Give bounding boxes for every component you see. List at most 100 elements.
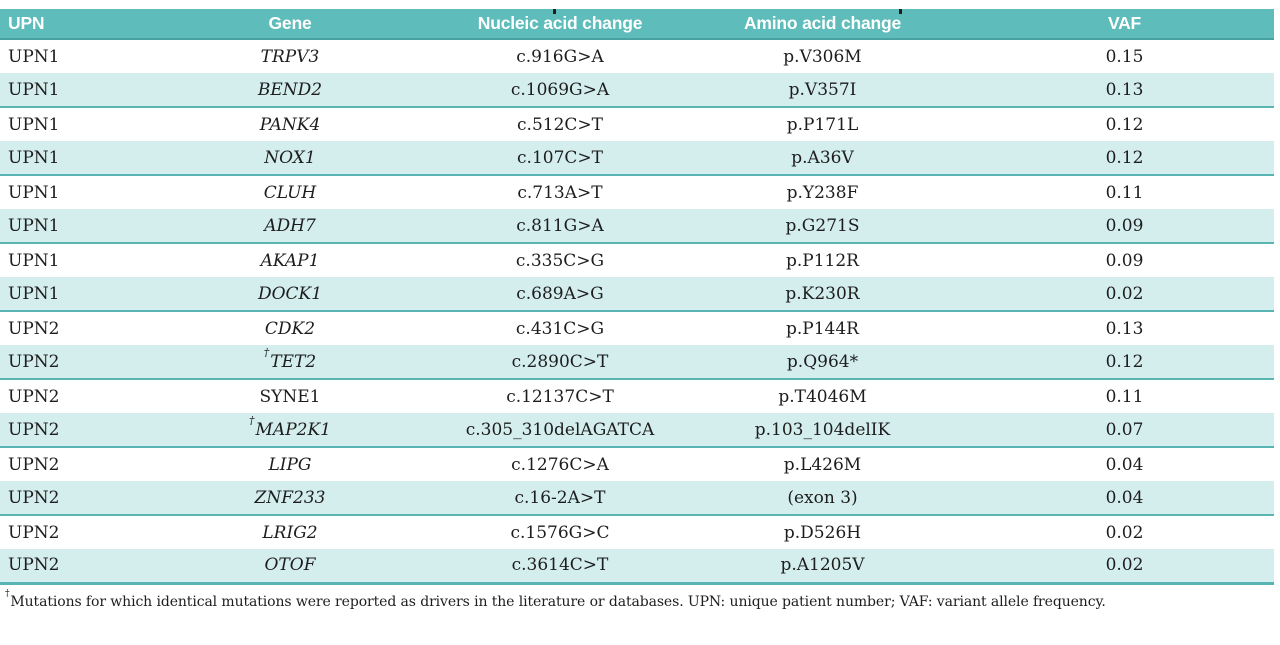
cell-upn: UPN1 <box>8 283 60 304</box>
cell-upn: UPN2 <box>8 555 60 576</box>
footnote-text: Mutations for which identical mutations … <box>10 593 1106 610</box>
cell-gene: ZNF233 <box>130 481 450 515</box>
cell-vaf: 0.12 <box>1105 147 1144 168</box>
gene-name: BEND2 <box>257 79 323 100</box>
gene-name: AKAP1 <box>260 250 320 271</box>
cell-gene: TRPV3 <box>130 39 450 73</box>
gene-name: CDK2 <box>264 318 316 339</box>
cell-vaf: 0.09 <box>1105 250 1144 271</box>
cell-gene: LIPG <box>130 447 450 481</box>
cell-upn: UPN1 <box>8 147 60 168</box>
cell-upn: UPN2 <box>8 386 60 407</box>
cell-nucleic-acid-change: c.12137C>T <box>506 386 614 407</box>
cell-nucleic-acid-change: c.512C>T <box>517 114 603 135</box>
cell-amino-acid-change: p.D526H <box>783 522 862 543</box>
cell-gene: BEND2 <box>130 73 450 107</box>
gene-name: TET2 <box>270 351 317 372</box>
cell-nucleic-acid-change: c.3614C>T <box>511 555 609 576</box>
cell-upn: UPN1 <box>8 215 60 236</box>
cell-nucleic-acid-change: c.431C>G <box>515 318 605 339</box>
cell-amino-acid-change: p.K230R <box>785 283 860 304</box>
column-header-amino-acid-change: Amino acid change <box>670 9 975 40</box>
cell-amino-acid-change: p.103_104delIK <box>754 419 891 440</box>
table-body: UPN1 TRPV3 c.916G>A p.V306M 0.15 UPN1 BEND2 c.1… <box>0 39 1274 583</box>
cell-vaf: 0.11 <box>1105 386 1144 407</box>
cell-nucleic-acid-change: c.689A>G <box>516 283 604 304</box>
cell-amino-acid-change: p.V357I <box>788 79 857 100</box>
cell-nucleic-acid-change: c.305_310delAGATCA <box>465 419 655 440</box>
cell-amino-acid-change: p.T4046M <box>778 386 867 407</box>
header-row: UPN Gene Nucleic acid change Amino acid … <box>0 9 1274 40</box>
cell-nucleic-acid-change: c.1069G>A <box>510 79 610 100</box>
cell-vaf: 0.02 <box>1105 555 1144 576</box>
dagger-mark: † <box>263 345 270 359</box>
gene-name: MAP2K1 <box>255 419 331 440</box>
cell-gene: CDK2 <box>130 311 450 345</box>
table-row: UPN1 DOCK1 c.689A>G p.K230R 0.02 <box>0 277 1274 311</box>
column-header-upn: UPN <box>0 9 130 40</box>
cell-amino-acid-change: p.P171L <box>786 114 859 135</box>
cell-nucleic-acid-change: c.2890C>T <box>511 351 609 372</box>
cell-gene: NOX1 <box>130 141 450 175</box>
gene-name: LIPG <box>268 454 312 475</box>
gene-name: OTOF <box>264 555 316 576</box>
cell-nucleic-acid-change: c.916G>A <box>516 46 604 67</box>
gene-name: DOCK1 <box>257 283 323 304</box>
cell-vaf: 0.02 <box>1105 283 1144 304</box>
cell-upn: UPN2 <box>8 487 60 508</box>
cell-gene: †TET2 <box>130 345 450 379</box>
cell-upn: UPN2 <box>8 318 60 339</box>
table-row: UPN1 BEND2 c.1069G>A p.V357I 0.13 <box>0 73 1274 107</box>
cell-nucleic-acid-change: c.16-2A>T <box>514 487 606 508</box>
cell-upn: UPN2 <box>8 351 60 372</box>
cell-vaf: 0.13 <box>1105 79 1144 100</box>
cell-gene: PANK4 <box>130 107 450 141</box>
gene-name: PANK4 <box>259 114 321 135</box>
gene-name: CLUH <box>263 182 317 203</box>
gene-name: TRPV3 <box>260 46 320 67</box>
table-header: UPN Gene Nucleic acid change Amino acid … <box>0 9 1274 40</box>
cell-vaf: 0.13 <box>1105 318 1144 339</box>
gene-name: ZNF233 <box>254 487 326 508</box>
table-row: UPN2 †MAP2K1 c.305_310delAGATCA p.103_104de… <box>0 413 1274 447</box>
cell-gene: ADH7 <box>130 209 450 243</box>
table-row: UPN2 LRIG2 c.1576G>C p.D526H 0.02 <box>0 515 1274 549</box>
cell-vaf: 0.12 <box>1105 114 1144 135</box>
cell-upn: UPN2 <box>8 522 60 543</box>
cell-vaf: 0.15 <box>1105 46 1144 67</box>
column-header-gene: Gene <box>130 9 450 40</box>
cell-gene: AKAP1 <box>130 243 450 277</box>
table-row: UPN2 OTOF c.3614C>T p.A1205V 0.02 <box>0 549 1274 583</box>
cell-gene: CLUH <box>130 175 450 209</box>
cell-vaf: 0.12 <box>1105 351 1144 372</box>
table-row: UPN1 TRPV3 c.916G>A p.V306M 0.15 <box>0 39 1274 73</box>
table-row: UPN2 †TET2 c.2890C>T p.Q964* 0.12 <box>0 345 1274 379</box>
cell-upn: UPN2 <box>8 419 60 440</box>
cell-upn: UPN1 <box>8 250 60 271</box>
table-row: UPN2 ZNF233 c.16-2A>T (exon 3) 0.04 <box>0 481 1274 515</box>
cell-amino-acid-change: p.A1205V <box>780 555 865 576</box>
cell-amino-acid-change: p.A36V <box>791 147 854 168</box>
cell-upn: UPN1 <box>8 182 60 203</box>
cell-gene: DOCK1 <box>130 277 450 311</box>
cell-vaf: 0.04 <box>1105 487 1144 508</box>
cropped-caption-remnant <box>899 9 902 14</box>
cell-nucleic-acid-change: c.713A>T <box>517 182 603 203</box>
cell-amino-acid-change: p.G271S <box>785 215 860 236</box>
cell-amino-acid-change: p.L426M <box>783 454 862 475</box>
table-footnote: †Mutations for which identical mutations… <box>5 589 1280 610</box>
cell-upn: UPN1 <box>8 114 60 135</box>
mutation-table-figure: UPN Gene Nucleic acid change Amino acid … <box>0 9 1280 645</box>
cell-nucleic-acid-change: c.1276C>A <box>511 454 609 475</box>
table-row: UPN1 PANK4 c.512C>T p.P171L 0.12 <box>0 107 1274 141</box>
cell-vaf: 0.09 <box>1105 215 1144 236</box>
cell-amino-acid-change: p.Y238F <box>786 182 859 203</box>
cell-vaf: 0.11 <box>1105 182 1144 203</box>
gene-name: SYNE1 <box>259 386 321 407</box>
table-row: UPN2 LIPG c.1276C>A p.L426M 0.04 <box>0 447 1274 481</box>
cell-amino-acid-change: p.P144R <box>786 318 859 339</box>
cell-vaf: 0.07 <box>1105 419 1144 440</box>
dagger-mark: † <box>249 413 255 427</box>
table-row: UPN2 SYNE1 c.12137C>T p.T4046M 0.11 <box>0 379 1274 413</box>
cell-vaf: 0.04 <box>1105 454 1144 475</box>
